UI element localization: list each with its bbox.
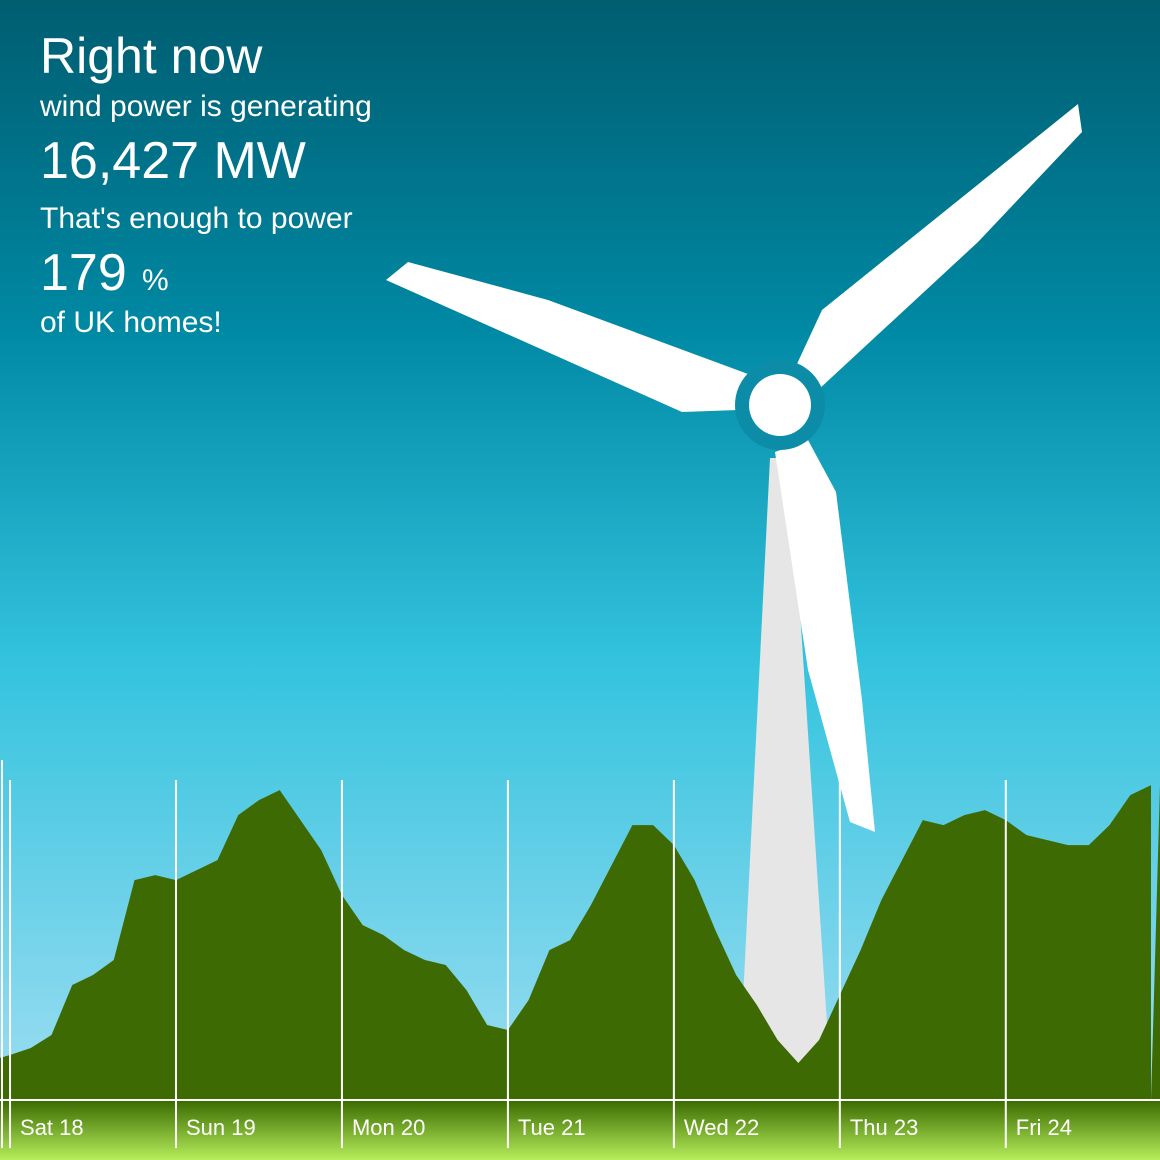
caption: That's enough to power	[40, 202, 353, 235]
x-tick-label: Sat 18	[20, 1115, 84, 1140]
x-tick-label: Fri 24	[1016, 1115, 1072, 1140]
homes-percent: 179	[40, 244, 127, 302]
x-tick-label: Tue 21	[518, 1115, 586, 1140]
x-tick-label: Thu 23	[850, 1115, 919, 1140]
turbine-blades	[386, 104, 1082, 832]
x-tick-label: Sun 19	[186, 1115, 256, 1140]
turbine-tower	[738, 458, 832, 1100]
x-tick-label: Mon 20	[352, 1115, 425, 1140]
output: 16,427 MW	[40, 132, 306, 190]
x-tick-label: Wed 22	[684, 1115, 759, 1140]
blade	[386, 262, 748, 412]
blade	[796, 104, 1082, 390]
hub	[749, 374, 811, 436]
percent-sign: %	[142, 264, 169, 297]
ground	[0, 1100, 1160, 1160]
caption: of UK homes!	[40, 306, 222, 339]
area	[0, 785, 1160, 1100]
blade	[775, 440, 875, 832]
chart-area	[0, 785, 1160, 1100]
title: Right now	[40, 28, 263, 84]
subtitle: wind power is generating	[39, 90, 372, 123]
